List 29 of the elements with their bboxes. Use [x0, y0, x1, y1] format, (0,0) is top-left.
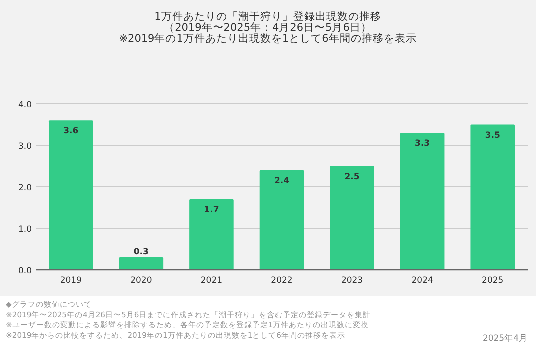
- data-label: 3.5: [485, 130, 500, 141]
- bar: [119, 258, 164, 270]
- bar: [260, 170, 304, 270]
- data-label: 3.6: [64, 126, 79, 137]
- data-label: 2.4: [274, 176, 290, 186]
- y-tick-label: 1.0: [18, 225, 32, 235]
- x-tick-label: 2024: [412, 276, 434, 286]
- y-tick-label: 0.0: [18, 266, 32, 276]
- x-tick-label: 2019: [60, 276, 82, 286]
- y-tick-label: 4.0: [18, 100, 32, 110]
- bar: [470, 124, 515, 270]
- x-tick-label: 2023: [341, 276, 364, 286]
- chart-title: 1万件あたりの「潮干狩り」登録出現数の推移: [154, 10, 382, 23]
- data-label: 1.7: [204, 205, 220, 216]
- data-label: 2.5: [344, 172, 360, 182]
- bar: [190, 199, 234, 270]
- x-tick-label: 2020: [130, 276, 152, 286]
- bar: [49, 120, 94, 270]
- x-tick-label: 2025: [482, 276, 504, 286]
- data-label: 3.3: [415, 139, 430, 150]
- bar: [400, 133, 445, 270]
- x-tick-label: 2022: [271, 276, 293, 286]
- data-label: 0.3: [134, 248, 150, 258]
- x-tick-label: 2021: [200, 276, 223, 286]
- y-tick-label: 3.0: [18, 142, 32, 152]
- chart-subtitle: （2019年〜2025年：4月26日〜5月6日） ※2019年の1万件あたり出現数を1として6年間の推移を表示: [119, 22, 417, 45]
- bar: [330, 166, 374, 270]
- text: 2025年4月: [482, 333, 528, 344]
- y-tick-label: 2.0: [18, 184, 32, 194]
